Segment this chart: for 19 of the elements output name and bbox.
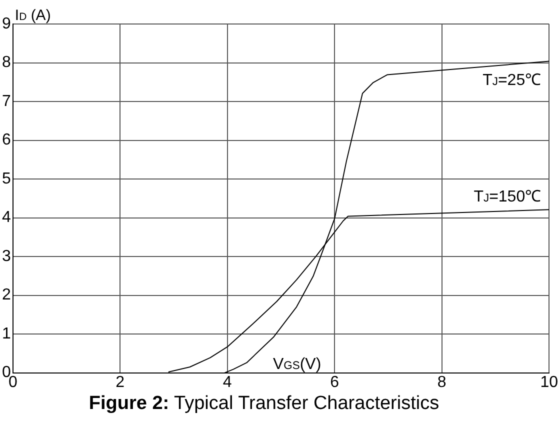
y-tick-label: 8 xyxy=(2,54,11,72)
series-label: TJ=25℃ xyxy=(482,72,542,90)
x-tick-label: 10 xyxy=(540,374,558,391)
y-tick-label: 9 xyxy=(2,15,11,32)
x-tick-label: 2 xyxy=(116,374,125,391)
x-axis-title: VGS(V) xyxy=(273,356,322,373)
x-tick-label: 6 xyxy=(330,374,340,391)
y-tick-label: 1 xyxy=(2,325,11,342)
x-tick-label: 8 xyxy=(437,374,446,391)
y-tick-label: 3 xyxy=(2,248,11,265)
y-tick-label: 5 xyxy=(2,170,11,188)
text: Figure 2: Typical Transfer Characteristics xyxy=(88,393,440,414)
y-tick-label: 2 xyxy=(2,286,11,304)
y-tick-label: 6 xyxy=(2,132,11,149)
series-label: TJ=150℃ xyxy=(474,188,542,206)
y-tick-label: 4 xyxy=(2,209,11,226)
y-tick-label: 7 xyxy=(2,92,11,110)
y-axis-title: ID (A) xyxy=(14,7,51,24)
x-tick-label: 4 xyxy=(222,374,232,391)
